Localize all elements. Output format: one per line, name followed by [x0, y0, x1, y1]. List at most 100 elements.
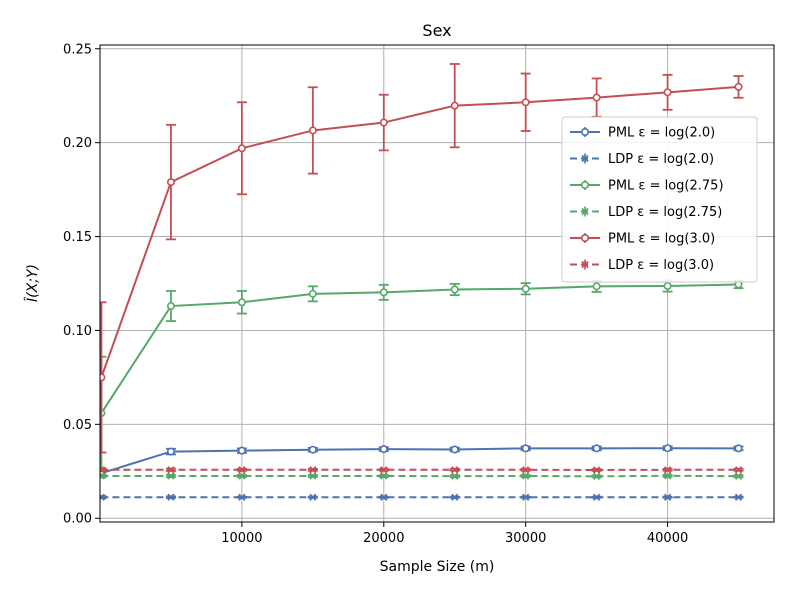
data-point: [450, 101, 459, 110]
legend-item: LDP ε = log(2.75): [570, 205, 722, 220]
data-point: [663, 281, 672, 290]
data-point: [167, 472, 175, 480]
chart-title: Sex: [422, 21, 451, 40]
data-point: [522, 472, 530, 480]
series-6: [100, 466, 744, 474]
data-point: [592, 444, 601, 453]
legend-marker: [580, 181, 589, 190]
y-tick-label: 0.25: [63, 42, 92, 57]
data-point: [734, 472, 743, 480]
data-point: [167, 493, 175, 501]
y-tick-label: 0.05: [63, 418, 92, 433]
data-point: [379, 288, 388, 297]
legend: PML ε = log(2.0) LDP ε = log(2.0) PML ε = …: [561, 116, 758, 283]
legend-item: PML ε = log(3.0): [570, 232, 715, 247]
data-point: [734, 444, 743, 453]
data-point: [309, 472, 317, 480]
series-1: [100, 444, 744, 478]
data-point: [592, 493, 601, 501]
x-tick-label: 30000: [505, 531, 546, 546]
data-point: [663, 466, 672, 474]
series-5: [100, 63, 744, 454]
data-point: [238, 493, 246, 501]
data-point: [308, 445, 317, 454]
y-tick-label: 0.20: [63, 136, 92, 151]
series-line: [100, 283, 739, 414]
legend-marker: [580, 234, 589, 243]
x-tick-label: 10000: [221, 531, 262, 546]
legend-label: LDP ε = log(3.0): [608, 258, 714, 273]
x-axis-label: Sample Size (m): [380, 559, 495, 575]
data-point: [663, 88, 672, 97]
legend-label: PML ε = log(2.0): [608, 126, 715, 141]
data-point: [522, 466, 530, 474]
data-point: [663, 472, 672, 480]
data-point: [167, 466, 175, 474]
y-tick-label: 0.00: [63, 512, 92, 527]
data-point: [100, 493, 106, 501]
series-line: [101, 474, 739, 478]
data-point: [380, 466, 388, 474]
data-point: [166, 302, 175, 311]
data-point: [308, 126, 317, 135]
y-axis-label: Î(X;Y): [23, 264, 41, 302]
data-point: [237, 298, 246, 307]
data-point: [451, 472, 459, 480]
data-point: [734, 82, 743, 91]
data-point: [166, 447, 175, 456]
data-point: [308, 289, 317, 298]
data-point: [521, 444, 530, 453]
y-tick-label: 0.15: [63, 230, 92, 245]
legend-item: PML ε = log(2.75): [570, 179, 724, 194]
data-point: [522, 493, 530, 501]
data-point: [379, 445, 388, 454]
data-point: [238, 472, 246, 480]
data-point: [734, 493, 743, 501]
x-tick-label: 40000: [647, 531, 688, 546]
data-point: [451, 493, 459, 501]
legend-marker: [581, 260, 589, 269]
data-point: [100, 373, 106, 382]
data-point: [238, 466, 246, 474]
data-point: [592, 282, 601, 291]
data-point: [521, 284, 530, 293]
legend-box: [561, 116, 758, 283]
series-2: [100, 493, 744, 501]
series-line: [101, 447, 739, 475]
data-point: [237, 144, 246, 153]
data-point: [450, 445, 459, 454]
data-point: [592, 472, 601, 481]
data-point: [237, 446, 246, 455]
data-point: [450, 285, 459, 294]
data-point: [521, 98, 530, 107]
x-tick-label: 20000: [363, 531, 404, 546]
data-point: [309, 466, 317, 474]
legend-marker: [581, 207, 589, 216]
y-tick-label: 0.10: [63, 324, 92, 339]
data-point: [451, 466, 459, 474]
legend-label: PML ε = log(2.75): [608, 179, 724, 194]
series-line: [100, 85, 739, 378]
data-point: [380, 493, 388, 501]
data-point: [592, 466, 601, 474]
legend-marker: [581, 154, 589, 163]
data-point: [592, 93, 601, 102]
data-point: [380, 472, 388, 480]
data-point: [734, 466, 743, 474]
legend-label: LDP ε = log(2.75): [608, 205, 722, 220]
data-point: [663, 493, 672, 501]
series-3: [100, 279, 744, 471]
legend-marker: [580, 128, 589, 137]
legend-item: LDP ε = log(3.0): [570, 258, 714, 273]
data-point: [100, 472, 106, 480]
data-point: [379, 118, 388, 127]
legend-item: LDP ε = log(2.0): [570, 152, 714, 167]
legend-label: PML ε = log(3.0): [608, 232, 715, 247]
series-4: [100, 472, 744, 481]
series-layer: [100, 63, 744, 501]
data-point: [100, 466, 106, 474]
data-point: [166, 178, 175, 187]
legend-label: LDP ε = log(2.0): [608, 152, 714, 167]
plot-frame: [99, 44, 775, 523]
